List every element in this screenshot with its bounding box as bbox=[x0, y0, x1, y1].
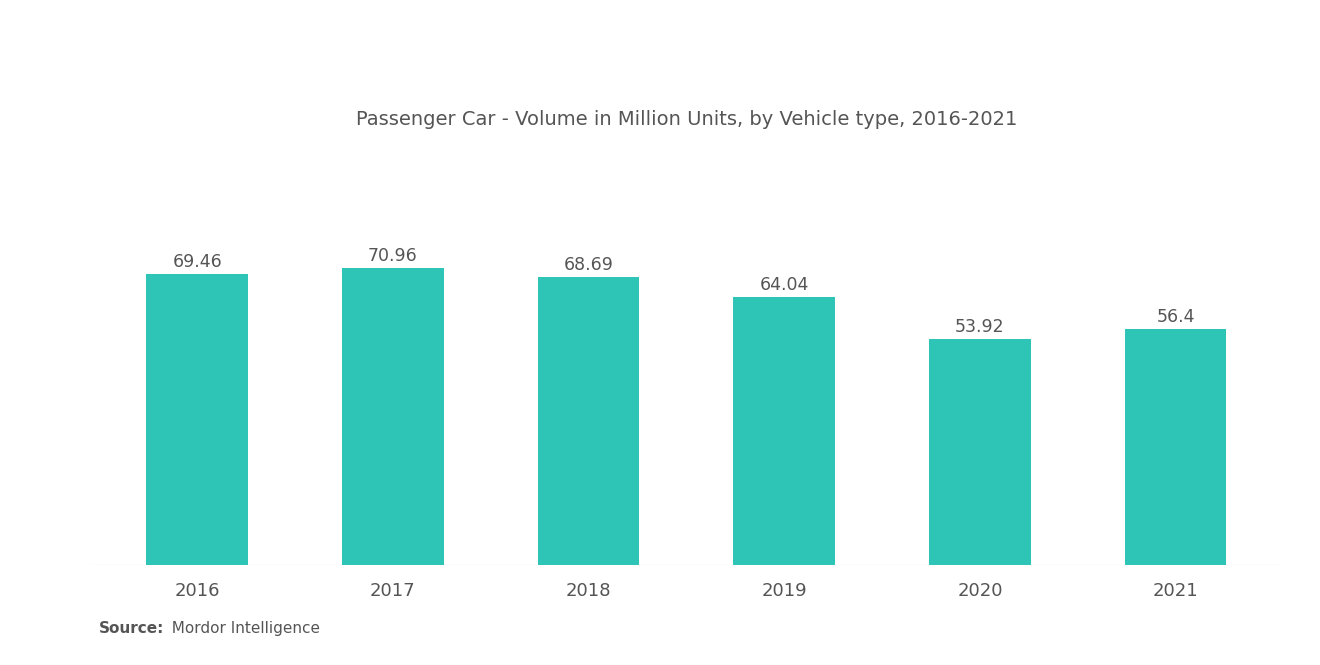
Bar bbox=[147, 274, 248, 565]
Text: Mordor Intelligence: Mordor Intelligence bbox=[162, 621, 321, 636]
Text: 70.96: 70.96 bbox=[368, 247, 418, 265]
Title: Passenger Car - Volume in Million Units, by Vehicle type, 2016-2021: Passenger Car - Volume in Million Units,… bbox=[355, 110, 1018, 130]
Text: 68.69: 68.69 bbox=[564, 256, 614, 274]
Bar bbox=[734, 297, 836, 565]
Text: 53.92: 53.92 bbox=[956, 318, 1005, 336]
Bar bbox=[929, 339, 1031, 565]
Bar bbox=[342, 268, 444, 565]
Text: 69.46: 69.46 bbox=[173, 253, 222, 271]
Bar bbox=[537, 277, 639, 565]
Text: 56.4: 56.4 bbox=[1156, 308, 1195, 326]
Text: 64.04: 64.04 bbox=[759, 275, 809, 294]
Text: Source:: Source: bbox=[99, 621, 165, 636]
Bar bbox=[1125, 329, 1226, 565]
